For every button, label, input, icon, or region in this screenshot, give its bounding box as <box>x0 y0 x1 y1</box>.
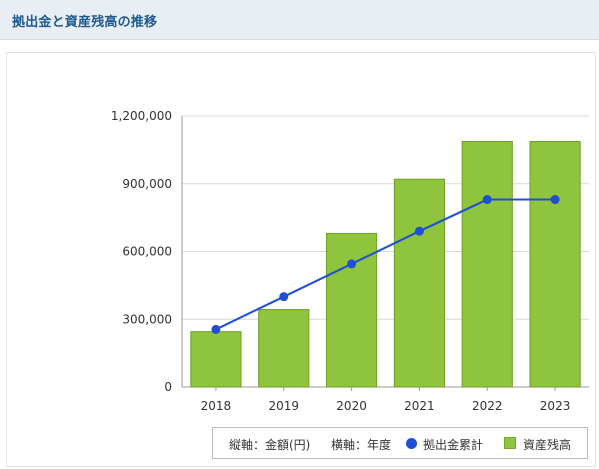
legend-bar-label: 資産残高 <box>523 438 572 452</box>
line-point-2020 <box>347 259 357 269</box>
section-header: 拠出金と資産残高の推移 <box>0 0 599 40</box>
y-tick-label: 900,000 <box>122 177 172 191</box>
legend-x-axis-note: 横軸：年度 <box>331 438 392 452</box>
y-tick-label: 1,200,000 <box>111 109 172 123</box>
bar-2023 <box>529 141 581 388</box>
line-point-2022 <box>482 195 492 205</box>
chart-legend: 縦軸：金額(円) 横軸：年度 拠出金累計 資産残高 <box>212 427 588 459</box>
y-tick-label: 300,000 <box>122 312 172 326</box>
section-title: 拠出金と資産残高の推移 <box>12 15 158 30</box>
x-tick-label: 2021 <box>404 399 435 413</box>
x-tick-label: 2019 <box>268 399 299 413</box>
line-point-2021 <box>414 226 424 236</box>
bar-2021 <box>393 178 446 388</box>
bar-2019 <box>258 309 310 388</box>
line-point-2018 <box>211 324 221 334</box>
x-tick-label: 2018 <box>201 399 232 413</box>
bar-2022 <box>461 141 513 388</box>
legend-bar-swatch-icon <box>504 437 516 449</box>
line-point-2023 <box>550 195 560 205</box>
bar-2018 <box>190 331 242 388</box>
x-tick-label: 2020 <box>336 399 367 413</box>
legend-line-label: 拠出金累計 <box>423 438 484 452</box>
y-tick-label: 600,000 <box>122 245 172 259</box>
line-point-2019 <box>279 292 289 302</box>
legend-y-axis-note: 縦軸：金額(円) <box>229 438 311 452</box>
bar-2020 <box>325 232 378 388</box>
line-series-contribution <box>215 198 556 331</box>
x-tick-label: 2022 <box>472 399 503 413</box>
legend-line-marker-icon <box>406 438 417 449</box>
x-tick-label: 2023 <box>540 399 571 413</box>
y-tick-label: 0 <box>164 380 172 394</box>
